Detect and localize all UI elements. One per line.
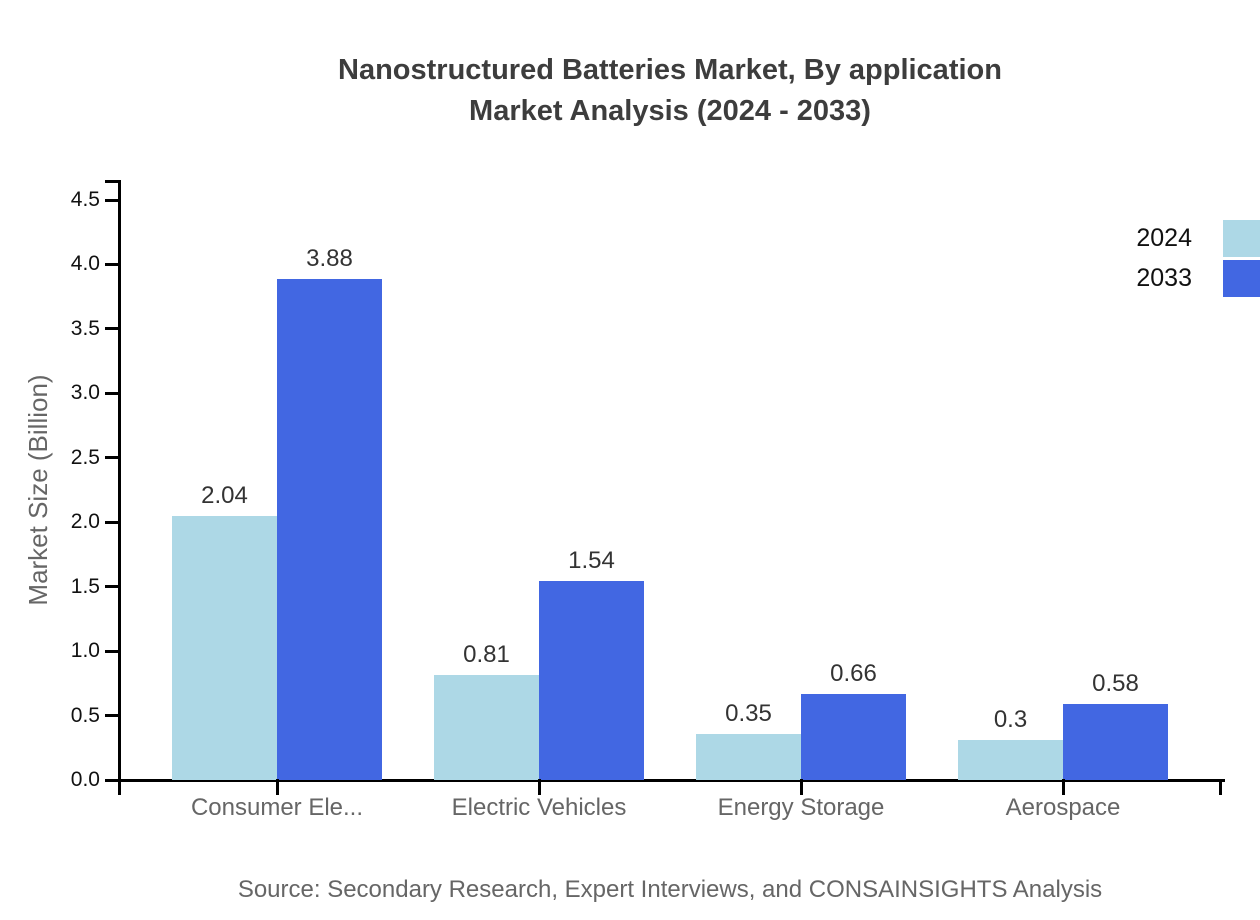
x-tick-mark (276, 779, 279, 795)
bar-2033-1 (277, 278, 382, 780)
legend-swatch-2024 (1223, 220, 1260, 257)
x-category-label: Consumer Ele... (190, 794, 364, 821)
y-tick-mark (105, 714, 120, 718)
legend-swatch-2033 (1223, 260, 1260, 297)
x-tick-mark (800, 779, 803, 795)
y-tick-label: 1.0 (70, 639, 100, 663)
x-tick-mark (1062, 779, 1065, 795)
y-tick-mark (105, 520, 120, 524)
value-label-2024-2: 0.81 (463, 640, 510, 668)
y-tick-mark (105, 456, 120, 460)
y-tick-label: 3.0 (70, 381, 100, 405)
source-note: Source: Secondary Research, Expert Inter… (237, 876, 1103, 903)
y-tick-label: 0.0 (70, 768, 100, 791)
bar-2033-4 (1063, 704, 1168, 780)
chart-title: Nanostructured Batteries Market, By appl… (80, 50, 1260, 132)
y-tick-mark (105, 649, 120, 653)
y-tick-mark (105, 262, 120, 266)
x-category-label: Aerospace (1005, 794, 1121, 821)
y-tick-mark (105, 778, 120, 782)
x-axis-end-cap (1219, 779, 1222, 795)
y-tick-label: 1.5 (70, 574, 100, 598)
y-tick-label: 4.5 (70, 188, 100, 211)
x-axis-line (105, 779, 1225, 782)
bar-2033-2 (539, 580, 644, 780)
y-tick-mark (105, 198, 120, 202)
bar-2024-4 (958, 740, 1063, 780)
y-axis-line (118, 180, 121, 795)
value-label-2033-4: 0.58 (1092, 670, 1139, 698)
value-label-2033-2: 1.54 (568, 546, 615, 574)
legend-label-2024: 2024 (1136, 224, 1192, 252)
y-tick-mark (105, 391, 120, 395)
chart-title-line2: Market Analysis (2024 - 2033) (469, 95, 871, 127)
y-tick-label: 4.0 (70, 252, 100, 276)
y-tick-label: 2.5 (70, 445, 100, 469)
y-tick-label: 3.5 (70, 316, 100, 340)
value-label-2024-4: 0.3 (993, 706, 1028, 734)
value-label-2033-1: 3.88 (306, 244, 353, 272)
bar-2024-1 (172, 516, 277, 780)
y-tick-mark (105, 327, 120, 331)
bar-2024-2 (434, 674, 539, 780)
value-label-2033-3: 0.66 (830, 659, 877, 687)
y-axis-top-cap (105, 180, 121, 183)
x-tick-mark (538, 779, 541, 795)
legend-label-2033: 2033 (1136, 264, 1192, 292)
y-tick-label: 2.0 (70, 510, 100, 534)
value-label-2024-3: 0.35 (725, 699, 772, 727)
bar-2033-3 (801, 693, 906, 780)
y-tick-label: 0.5 (70, 703, 100, 727)
bar-2024-3 (696, 733, 801, 780)
x-category-label: Electric Vehicles (451, 794, 627, 821)
y-tick-mark (105, 585, 120, 589)
chart-title-line1: Nanostructured Batteries Market, By appl… (338, 54, 1002, 86)
value-label-2024-1: 2.04 (201, 482, 248, 510)
x-category-label: Energy Storage (717, 794, 885, 821)
